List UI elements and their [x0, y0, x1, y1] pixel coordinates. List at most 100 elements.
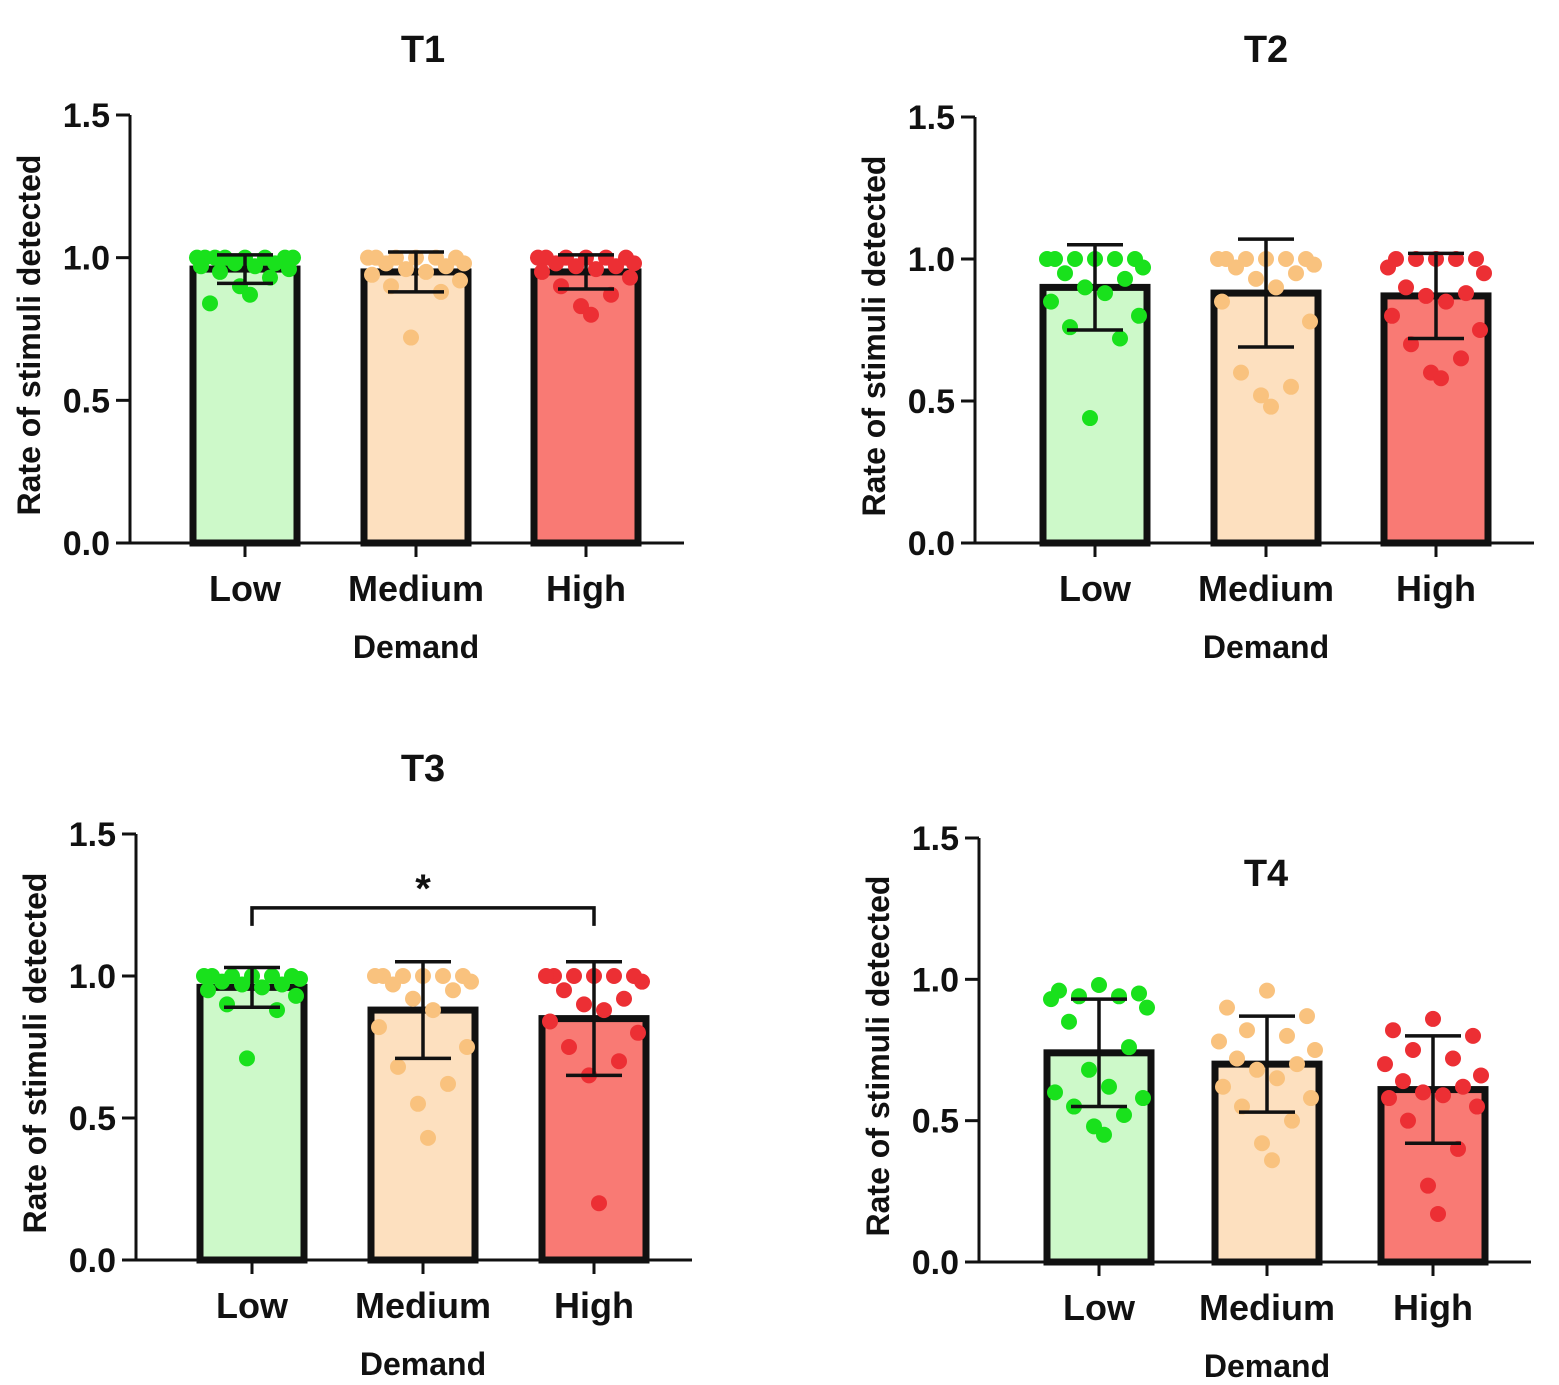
chart-panel-t2: T2 0.0 0.5 1.0 1.5 Rate of stimuli detected Lo… [779, 0, 1559, 692]
data-point-high [608, 258, 624, 275]
data-point-low [1117, 270, 1133, 287]
data-point-low [1111, 988, 1127, 1005]
chart-panel-t3: T3 0.0 0.5 1.0 1.5 Rate of stimuli detected Lo… [0, 693, 780, 1385]
data-point-medium [364, 266, 380, 283]
data-point-low [193, 258, 209, 275]
bar-low [196, 983, 308, 1264]
data-point-high [1377, 1056, 1393, 1073]
data-point-high [588, 261, 604, 278]
chart-title: T2 [1244, 29, 1288, 71]
y-tick-label: 0.0 [912, 1244, 959, 1282]
data-point-low [196, 968, 212, 984]
data-point-medium [1248, 270, 1264, 287]
y-tick-label: 0.5 [912, 1103, 959, 1141]
data-point-high [1398, 279, 1414, 296]
data-point-medium [1259, 982, 1275, 999]
y-tick-label: 1.5 [63, 97, 110, 135]
data-point-low [1139, 999, 1155, 1016]
data-point-high [568, 258, 584, 275]
data-point-high [1433, 370, 1449, 387]
data-point-high [1445, 1050, 1461, 1067]
data-point-high [1455, 1078, 1471, 1095]
x-axis-label: Demand [353, 629, 479, 665]
data-point-high [1395, 1073, 1411, 1090]
data-point-high [1418, 287, 1434, 304]
x-tick-label: Medium [348, 568, 484, 609]
data-point-high [1381, 1090, 1397, 1107]
chart-t3: T3 0.0 0.5 1.0 1.5 Rate of stimuli detected Lo… [17, 748, 692, 1382]
data-point-high [566, 968, 582, 984]
data-point-low [1116, 1107, 1132, 1124]
data-point-medium [1288, 265, 1304, 282]
data-point-high [1430, 1205, 1446, 1222]
data-point-medium [1289, 1056, 1305, 1073]
data-point-low [247, 258, 263, 275]
y-axis-label: Rate of stimuli detected [856, 156, 892, 517]
y-axis-label: Rate of stimuli detected [11, 155, 47, 516]
data-point-high [576, 996, 592, 1013]
chart-panel-t4: T4 0.0 0.5 1.0 1.5 Rate of stimuli detected Lo… [779, 693, 1559, 1385]
chart-title: T1 [401, 29, 445, 71]
data-point-high [630, 1024, 646, 1041]
x-tick-label: High [1393, 1287, 1473, 1328]
data-point-low [202, 295, 218, 312]
data-point-low [239, 1050, 255, 1067]
data-point-low [1082, 410, 1098, 427]
significance-bracket [250, 906, 596, 926]
x-tick-label: High [546, 568, 626, 609]
data-point-low [292, 970, 308, 987]
data-point-medium [445, 982, 461, 999]
x-tick-label: High [1396, 568, 1476, 609]
data-point-low [1131, 985, 1147, 1002]
data-point-high [1385, 1022, 1401, 1039]
data-point-low [1081, 1061, 1097, 1078]
data-point-medium [1264, 1152, 1280, 1169]
x-axis-label: Demand [1204, 1348, 1330, 1384]
data-point-medium [403, 329, 419, 346]
data-point-medium [1211, 1033, 1227, 1050]
data-point-high [1465, 1027, 1481, 1044]
data-point-high [1380, 259, 1396, 276]
y-tick-label: 0.5 [69, 1100, 116, 1138]
data-point-high [1384, 307, 1400, 324]
data-point-high [1435, 1087, 1451, 1104]
chart-title: T3 [401, 748, 445, 790]
data-point-high [1468, 251, 1484, 267]
data-point-low [1112, 330, 1128, 347]
data-point-high [1458, 285, 1474, 302]
data-point-low [288, 987, 304, 1004]
data-point-medium [1219, 999, 1235, 1016]
data-point-medium [1253, 387, 1269, 404]
data-point-low [212, 263, 228, 280]
y-axis-label: Rate of stimuli detected [17, 873, 53, 1234]
chart-panel-t1: T1 0.0 0.5 1.0 1.5 Rate of stimuli detected Lo… [0, 0, 780, 692]
data-point-low [1057, 265, 1073, 282]
data-point-high [553, 278, 569, 295]
chart-t1: T1 0.0 0.5 1.0 1.5 Rate of stimuli detected Lo… [11, 29, 684, 665]
y-tick-label: 1.0 [63, 240, 110, 278]
data-point-low [1097, 285, 1113, 302]
data-point-high [626, 255, 642, 272]
data-point-high [1405, 1042, 1421, 1058]
data-point-medium [1279, 1027, 1295, 1044]
chart-t4: T4 0.0 0.5 1.0 1.5 Rate of stimuli detected Lo… [860, 820, 1531, 1384]
data-point-medium [1283, 378, 1299, 395]
data-point-high [561, 1039, 577, 1055]
data-point-high [1438, 293, 1454, 310]
y-tick-label: 0.5 [908, 383, 955, 421]
data-point-high [622, 269, 638, 286]
data-point-low [219, 996, 235, 1013]
data-point-medium [1263, 398, 1279, 415]
data-point-low [267, 255, 283, 272]
chart-t2: T2 0.0 0.5 1.0 1.5 Rate of stimuli detected Lo… [856, 29, 1534, 665]
data-point-medium [1210, 251, 1226, 267]
data-point-medium [1299, 1008, 1315, 1025]
x-tick-label: Medium [1199, 1287, 1335, 1328]
data-point-medium [1215, 1078, 1231, 1095]
data-point-medium [1278, 251, 1294, 267]
data-point-medium [390, 1058, 406, 1075]
x-tick-label: Low [216, 1285, 289, 1326]
data-point-high [591, 1195, 607, 1212]
y-tick-label: 0.5 [63, 382, 110, 420]
data-point-medium [459, 1039, 475, 1055]
